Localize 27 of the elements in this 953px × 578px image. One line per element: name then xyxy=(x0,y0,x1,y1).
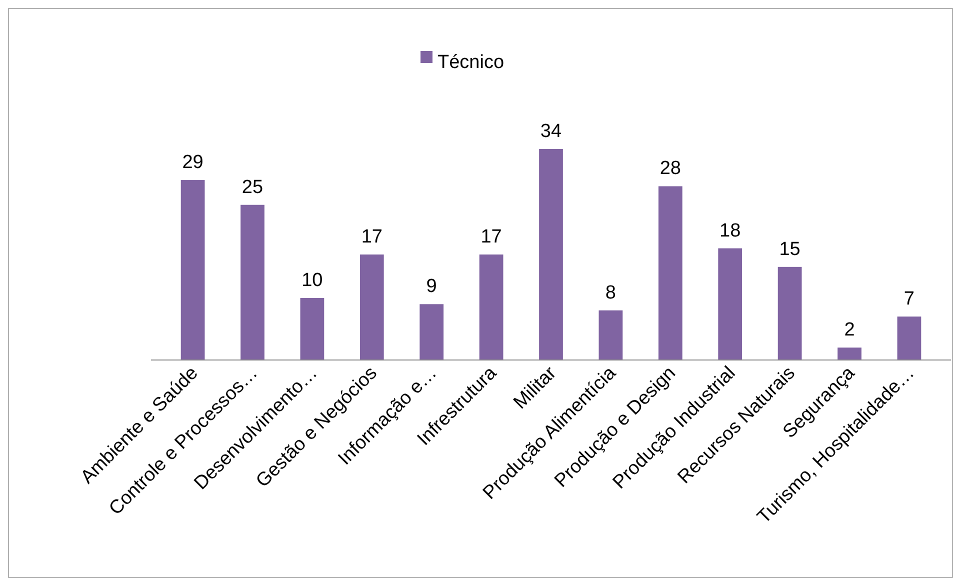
data-label: 15 xyxy=(779,238,800,260)
bar xyxy=(897,316,922,360)
data-label: 9 xyxy=(426,276,437,298)
data-label: 34 xyxy=(540,121,562,142)
bar xyxy=(420,304,444,360)
data-label: 17 xyxy=(480,226,502,248)
data-label: 28 xyxy=(660,158,681,180)
bar xyxy=(180,180,205,360)
bar xyxy=(240,204,264,360)
bar xyxy=(658,186,682,360)
data-label: 7 xyxy=(904,288,914,310)
data-label: 29 xyxy=(182,152,204,174)
bar xyxy=(598,310,623,360)
bar xyxy=(479,254,504,360)
data-label: 10 xyxy=(302,270,323,291)
bar xyxy=(838,348,862,360)
bar xyxy=(718,248,742,360)
legend-label: Técnico xyxy=(438,52,504,74)
bar xyxy=(778,266,802,360)
bar xyxy=(360,254,384,360)
bar xyxy=(539,149,563,360)
bar xyxy=(300,298,324,360)
data-label: 17 xyxy=(361,226,382,248)
data-label: 2 xyxy=(844,320,855,341)
data-label: 18 xyxy=(720,220,741,242)
data-label: 25 xyxy=(242,176,264,198)
data-label: 8 xyxy=(605,282,616,304)
